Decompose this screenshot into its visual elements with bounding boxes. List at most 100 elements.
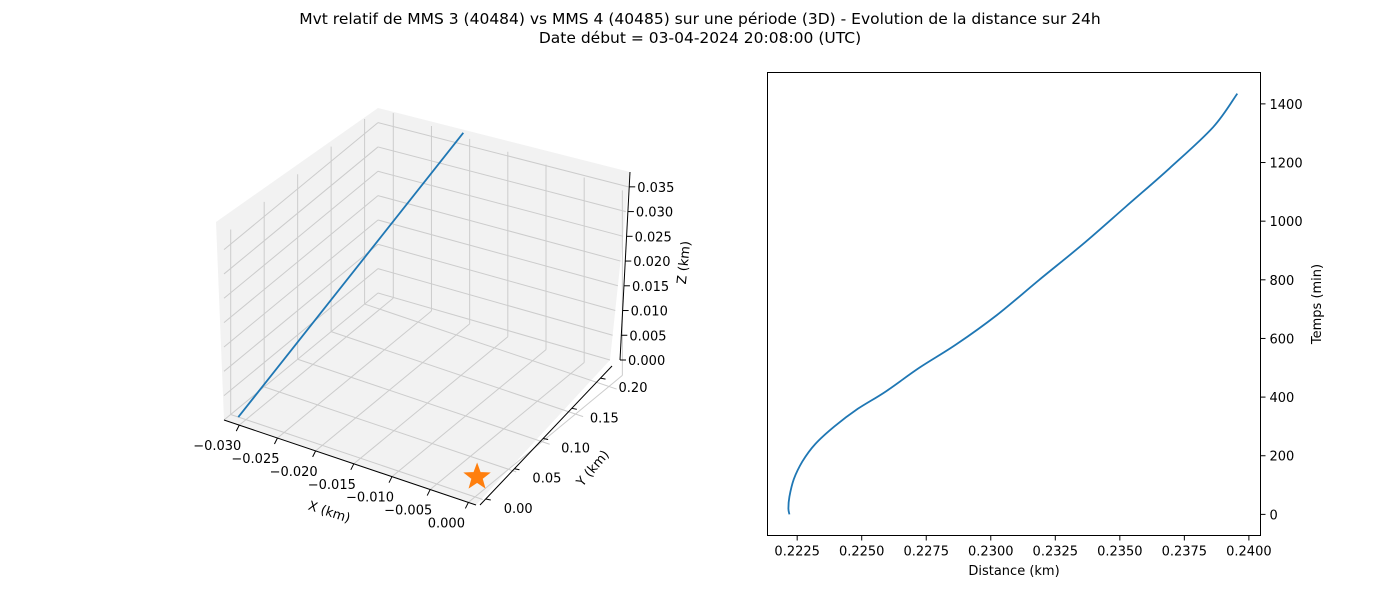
- x-tick-label-2d: 0.2275: [903, 545, 949, 560]
- plot-2d: 0.2225 0.2250 0.2275 0.2300 0.2325 0.2350 0.23…: [767, 72, 1325, 579]
- x-tick-label-2d: 0.2400: [1226, 545, 1272, 560]
- grid-line-z-right: [377, 122, 629, 188]
- pane-back-left: [216, 108, 378, 420]
- grid-line-z-right: [377, 219, 619, 287]
- grid-line-z-left: [223, 195, 379, 324]
- y-tick-label-2d: 1200: [1270, 157, 1303, 172]
- y-tick-label-2d: 0: [1270, 508, 1278, 523]
- y-tick-label-2d: 800: [1270, 274, 1295, 289]
- x-ticks-3d: −0.030−0.025−0.020−0.015−0.010−0.0050.00…: [193, 424, 469, 531]
- y-axis-line-3d: [479, 365, 613, 506]
- x-tick-mark-3d: [312, 450, 317, 458]
- x-tick-label-2d: 0.2350: [1097, 545, 1143, 560]
- grid-line-z-right: [377, 268, 613, 336]
- figure-title-line-2: Date début = 03-04-2024 20:08:00 (UTC): [538, 29, 862, 47]
- x-tick-mark-3d: [350, 463, 355, 471]
- grid-line-z-left: [223, 170, 379, 299]
- grid-line-z-left: [223, 292, 379, 421]
- x-ticks-2d: 0.2225 0.2250 0.2275 0.2300 0.2325 0.2350 0.23…: [774, 535, 1272, 560]
- grid-line-z-left: [223, 122, 379, 250]
- x-tick-label-3d: −0.005: [384, 504, 432, 519]
- x-tick-label-3d: −0.020: [270, 465, 318, 480]
- grid-line-z-right: [377, 146, 626, 213]
- series-2d: [787, 93, 1239, 515]
- x-axis-line-3d: [223, 419, 477, 506]
- y-tick-mark-3d: [571, 407, 577, 410]
- y-tick-label-3d: 0.15: [590, 411, 619, 426]
- x-tick-mark-3d: [388, 476, 393, 483]
- y-tick-label-2d: 400: [1270, 391, 1295, 406]
- z-tick-label-3d: 0.010: [631, 305, 668, 320]
- z-tick-label-3d: 0.005: [629, 329, 666, 344]
- x-tick-label-3d: −0.015: [308, 478, 356, 493]
- grid-line-z-left: [223, 243, 379, 372]
- x-tick-label-3d: −0.030: [193, 439, 241, 454]
- y-ticks-2d: 0 200 400 600 800 1000 1200 1400: [1260, 98, 1303, 523]
- grid-line-y-floor: [264, 386, 517, 473]
- grid-line-y-floor: [364, 303, 617, 390]
- start-star-marker: [463, 462, 491, 489]
- grid-line-z-left: [223, 268, 379, 397]
- y-tick-mark-3d: [600, 377, 606, 380]
- plot-2d-frame: [767, 72, 1261, 536]
- y-axis-label-2d: Temps (min): [1310, 264, 1325, 345]
- y-tick-mark-3d: [485, 498, 491, 501]
- x-tick-label-2d: 0.2325: [1033, 545, 1079, 560]
- z-ticks-3d: 0.000 0.005 0.010 0.015 0.020 0.025 0.030 0.035: [620, 181, 674, 369]
- z-tick-label-3d: 0.000: [628, 354, 665, 369]
- axis-3d-lines: [223, 171, 631, 506]
- z-tick-label-3d: 0.015: [632, 280, 669, 295]
- grid-line-x-floor: [429, 362, 585, 490]
- grid-line-x-floor: [238, 297, 394, 426]
- figure-title-line-1: Mvt relatif de MMS 3 (40484) vs MMS 4 (4…: [299, 10, 1101, 28]
- grid-line-x-floor: [353, 336, 509, 465]
- y-tick-mark-3d: [543, 438, 549, 441]
- x-tick-label-3d: 0.000: [428, 516, 465, 531]
- z-tick-label-3d: 0.020: [633, 255, 670, 270]
- y-tick-mark-3d: [514, 468, 520, 471]
- x-tick-mark-3d: [235, 424, 240, 432]
- x-tick-mark-3d: [274, 437, 278, 445]
- grid-line-y-floor: [330, 331, 584, 418]
- figure-title: Mvt relatif de MMS 3 (40484) vs MMS 4 (4…: [0, 10, 1400, 48]
- grid-line-z-right: [377, 195, 621, 262]
- x-axis-label-2d: Distance (km): [968, 564, 1059, 579]
- x-tick-label-2d: 0.2250: [839, 545, 885, 560]
- y-tick-label-2d: 1000: [1270, 215, 1303, 230]
- grid-3d: [223, 113, 629, 503]
- grid-line-x-floor: [391, 349, 547, 478]
- x-tick-label-2d: 0.2300: [968, 545, 1014, 560]
- z-tick-label-3d: 0.035: [637, 181, 674, 196]
- x-tick-label-3d: −0.025: [231, 452, 279, 467]
- grid-line-y-floor: [297, 358, 550, 445]
- grid-line-z-left: [223, 146, 379, 275]
- grid-line-z-right: [377, 292, 611, 361]
- grid-line-x-floor: [277, 310, 432, 439]
- y-tick-label-3d: 0.00: [504, 502, 533, 517]
- series-3d: [237, 132, 491, 489]
- z-axis-label-3d: Z (km): [675, 240, 694, 285]
- y-tick-label-2d: 1400: [1270, 98, 1303, 113]
- grid-line-z-right: [377, 243, 616, 312]
- x-tick-label-2d: 0.2225: [774, 545, 820, 560]
- y-tick-label-3d: 0.05: [532, 472, 561, 487]
- y-ticks-3d: 0.00 0.050.10 0.150.20: [485, 377, 648, 517]
- y-tick-label-2d: 200: [1270, 450, 1295, 465]
- y-tick-label-2d: 600: [1270, 332, 1295, 347]
- grid-line-z-left: [223, 219, 379, 348]
- z-tick-label-3d: 0.025: [635, 230, 672, 245]
- grid-line-x-floor: [315, 323, 470, 452]
- x-tick-mark-3d: [464, 502, 469, 509]
- x-tick-mark-3d: [426, 489, 431, 496]
- y-tick-label-3d: 0.20: [619, 381, 648, 396]
- z-tick-label-3d: 0.030: [636, 206, 673, 221]
- x-tick-label-3d: −0.010: [346, 491, 394, 506]
- plot-3d: −0.030−0.025−0.020−0.015−0.010−0.0050.00…: [193, 108, 694, 531]
- series-line-3d: [237, 132, 465, 418]
- grid-line-y-floor: [230, 414, 483, 500]
- z-axis-line-3d: [619, 171, 631, 361]
- y-tick-label-3d: 0.10: [561, 442, 590, 457]
- grid-line-z-right: [377, 170, 624, 237]
